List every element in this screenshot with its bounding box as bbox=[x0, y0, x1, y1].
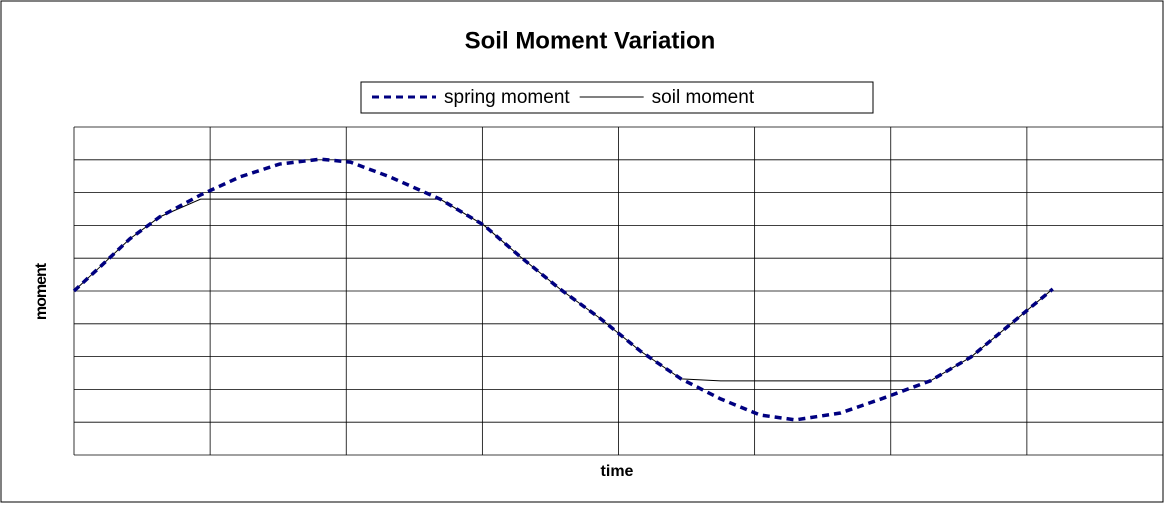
chart-title: Soil Moment Variation bbox=[465, 27, 716, 54]
line-series bbox=[72, 157, 1054, 422]
x-axis-label: time bbox=[601, 463, 634, 480]
legend-label: spring moment bbox=[444, 87, 570, 108]
y-axis-label: moment bbox=[33, 262, 50, 320]
legend-label: soil moment bbox=[652, 87, 755, 108]
line-series bbox=[73, 198, 1054, 382]
